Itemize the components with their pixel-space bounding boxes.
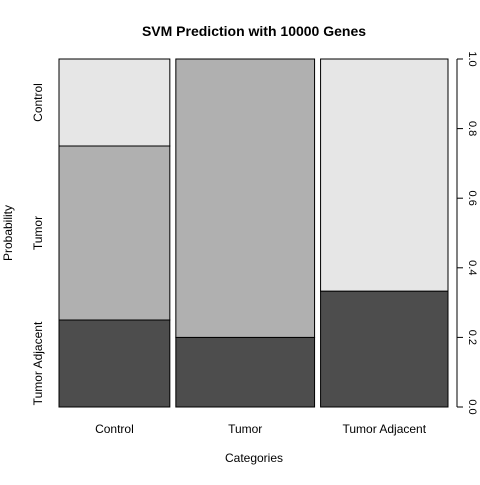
y-axis-label: Probability — [1, 205, 15, 261]
right-axis-tick-label: 0.2 — [466, 330, 478, 345]
bar-segment-control-tumor-adjacent — [58, 319, 171, 408]
bar-segment-tumor-tumor-adjacent — [175, 336, 316, 408]
category-labels: Control Tumor Tumor Adjacent — [95, 422, 427, 436]
level-labels: Tumor Adjacent Tumor Control — [31, 83, 45, 405]
right-axis-tick-label: 0.8 — [466, 121, 478, 136]
bar-segment-control-control — [58, 58, 171, 147]
level-label: Control — [31, 83, 45, 122]
right-axis-tick-label: 0.4 — [466, 260, 478, 275]
x-axis-label: Categories — [225, 451, 283, 465]
right-axis-tick-label: 1.0 — [466, 51, 478, 66]
level-label: Tumor Adjacent — [31, 321, 45, 405]
bars-layer — [58, 58, 449, 408]
bar-segment-tumor-adjacent-tumor-adjacent — [320, 290, 449, 408]
right-axis: 0.0 0.2 0.4 0.6 0.8 1.0 — [456, 51, 478, 415]
x-tick-label: Tumor Adjacent — [342, 422, 426, 436]
chart-title: SVM Prediction with 10000 Genes — [142, 23, 366, 39]
x-tick-label: Tumor — [228, 422, 262, 436]
x-tick-label: Control — [95, 422, 134, 436]
bar-segment-control-tumor — [58, 145, 171, 321]
bar-segment-tumor-adjacent-control — [320, 58, 449, 292]
bar-segment-tumor-tumor — [175, 58, 316, 338]
level-label: Tumor — [31, 216, 45, 250]
right-axis-tick-label: 0.0 — [466, 399, 478, 414]
right-axis-tick-label: 0.6 — [466, 191, 478, 206]
